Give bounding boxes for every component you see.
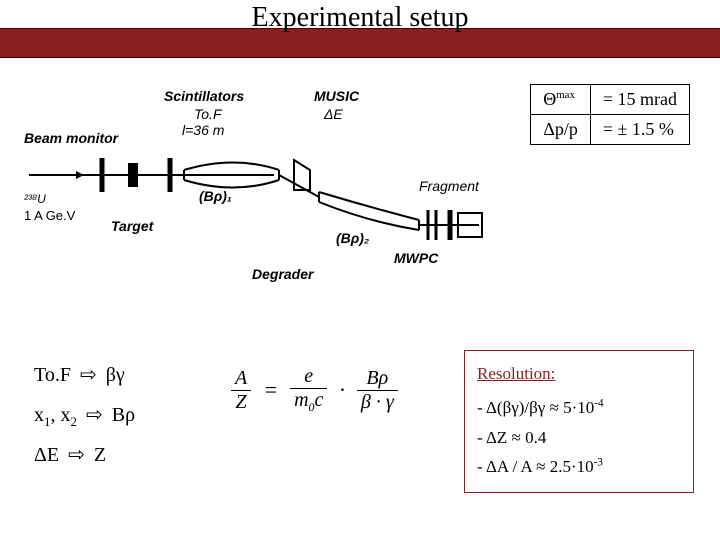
- resolution-item: - Δ(βγ)/βγ ≈ 5·10-4: [477, 393, 681, 423]
- eq-A: A: [231, 367, 251, 390]
- lbl-beam-monitor: Beam monitor: [24, 130, 118, 146]
- mass-equation: A Z = e m0c · Bρ β · γ: [225, 365, 404, 415]
- param-theta-max: Θmax: [531, 85, 591, 115]
- page-title: Experimental setup: [0, 2, 720, 34]
- deriv1-lhs: To.F: [34, 364, 71, 386]
- frac-em0c: e m0c: [290, 365, 327, 415]
- deriv3-lhs: ΔE: [34, 444, 59, 466]
- lbl-energy: 1 A Ge.V: [24, 208, 75, 223]
- lbl-tof: To.F: [194, 106, 222, 122]
- param-theta-val: = 15 mrad: [590, 85, 689, 115]
- lbl-music: MUSIC: [314, 88, 359, 104]
- table-row: Δp/p = ± 1.5 %: [531, 115, 690, 145]
- frac-brho-bg: Bρ β · γ: [357, 367, 398, 414]
- equals-sign: =: [263, 377, 278, 403]
- frac-AZ: A Z: [231, 367, 251, 414]
- setup-diagram: Beam monitor Scintillators To.F l=36 m M…: [24, 70, 494, 300]
- lbl-mwpc: MWPC: [394, 250, 438, 266]
- deriv-line-3: ΔE ⇨ Z: [34, 435, 135, 475]
- lbl-degrader: Degrader: [252, 266, 313, 282]
- deriv-line-1: To.F ⇨ βγ: [34, 355, 135, 395]
- eq-Z: Z: [232, 391, 251, 414]
- resolution-heading: Resolution:: [477, 359, 681, 389]
- arrow-icon: ⇨: [80, 355, 97, 395]
- eq-e: e: [300, 365, 317, 388]
- lbl-fragment: Fragment: [419, 178, 479, 194]
- resolution-item: - ΔA / A ≈ 2.5·10-3: [477, 452, 681, 482]
- lbl-lpath: l=36 m: [182, 122, 224, 138]
- eq-m0c: m0c: [290, 389, 327, 415]
- eq-Brho: Bρ: [362, 367, 392, 390]
- deriv3-rhs: Z: [94, 444, 106, 466]
- lbl-brho2: (Bρ)₂: [336, 230, 369, 246]
- resolution-box: Resolution: - Δ(βγ)/βγ ≈ 5·10-4 - ΔZ ≈ 0…: [464, 350, 694, 493]
- resolution-item: - ΔZ ≈ 0.4: [477, 423, 681, 453]
- lbl-u238: ²³⁸U: [24, 192, 46, 206]
- param-dpp-val: = ± 1.5 %: [590, 115, 689, 145]
- lbl-dE: ΔE: [324, 106, 343, 122]
- deriv2-rhs: Bρ: [112, 404, 135, 426]
- dot-sign: ·: [339, 377, 345, 403]
- arrow-icon: ⇨: [86, 395, 103, 435]
- deriv-line-2: x1, x2 ⇨ Bρ: [34, 395, 135, 435]
- arrow-icon: ⇨: [68, 435, 85, 475]
- param-dpp: Δp/p: [531, 115, 591, 145]
- deriv2-lhs: x1, x2: [34, 404, 77, 426]
- lbl-brho1: (Bρ)₁: [199, 188, 232, 204]
- lbl-scintillators: Scintillators: [164, 88, 244, 104]
- parameter-table: Θmax = 15 mrad Δp/p = ± 1.5 %: [530, 84, 690, 145]
- lbl-target: Target: [111, 218, 153, 234]
- eq-betagamma: β · γ: [357, 391, 398, 414]
- deriv1-rhs: βγ: [106, 364, 125, 386]
- table-row: Θmax = 15 mrad: [531, 85, 690, 115]
- derivation-list: To.F ⇨ βγ x1, x2 ⇨ Bρ ΔE ⇨ Z: [34, 355, 135, 475]
- header: Experimental setup: [0, 0, 720, 55]
